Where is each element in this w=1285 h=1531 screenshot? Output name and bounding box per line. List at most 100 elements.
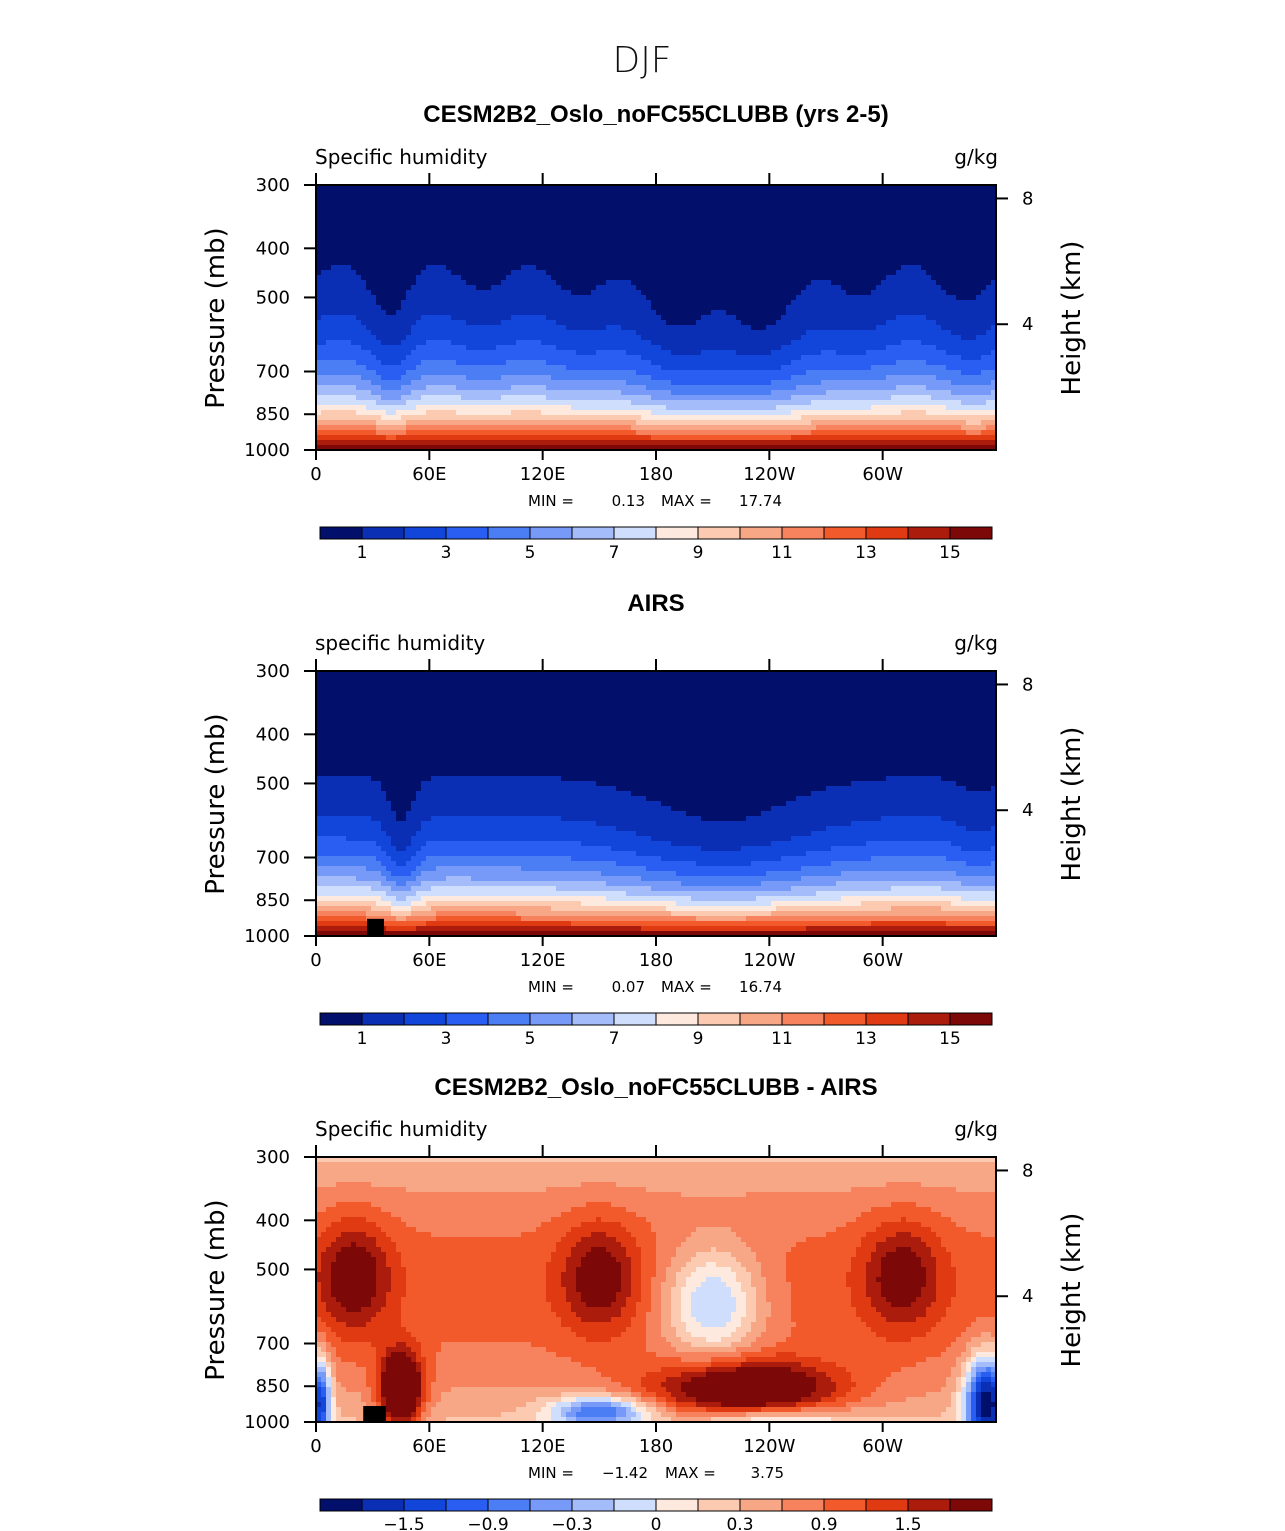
field-cell [696, 205, 702, 211]
field-cell [846, 200, 852, 206]
field-cell [986, 240, 992, 246]
field-cell [521, 190, 527, 196]
field-cell [906, 265, 912, 271]
field-cell [761, 215, 767, 221]
field-cell [766, 210, 772, 216]
field-cell [416, 260, 422, 266]
field-cell [336, 215, 342, 221]
field-cell [446, 265, 452, 271]
field-cell [481, 200, 487, 206]
field-cell [836, 250, 842, 256]
field-cell [956, 265, 962, 271]
field-cell [746, 245, 752, 251]
field-cell [381, 225, 387, 231]
field-cell [956, 210, 962, 216]
field-cell [911, 220, 917, 226]
field-cell [671, 190, 677, 196]
field-cell [901, 255, 907, 261]
field-cell [536, 245, 542, 251]
field-cell [531, 245, 537, 251]
field-cell [986, 245, 992, 251]
field-cell [601, 235, 607, 241]
field-cell [666, 235, 672, 241]
field-cell [536, 195, 542, 201]
field-cell [416, 265, 422, 271]
panel-model: CESM2B2_Oslo_noFC55CLUBB (yrs 2-5) Speci… [201, 101, 1087, 563]
field-cell [366, 260, 372, 266]
field-cell [776, 195, 782, 201]
field-cell [371, 195, 377, 201]
field-cell [511, 255, 517, 261]
field-cell [601, 195, 607, 201]
field-cell [701, 190, 707, 196]
field-cell [566, 210, 572, 216]
field-cell [421, 205, 427, 211]
field-cell [801, 260, 807, 266]
field-cell [481, 195, 487, 201]
field-cell [366, 210, 372, 216]
field-cell [676, 230, 682, 236]
field-cell [491, 245, 497, 251]
field-cell [681, 210, 687, 216]
field-cell [526, 215, 532, 221]
field-cell [541, 235, 547, 241]
field-cell [836, 210, 842, 216]
field-cell [351, 230, 357, 236]
field-cell [681, 230, 687, 236]
field-cell [476, 265, 482, 271]
field-cell [956, 215, 962, 221]
field-cell [731, 220, 737, 226]
field-cell [846, 215, 852, 221]
field-cell [586, 200, 592, 206]
field-cell [671, 205, 677, 211]
field-cell [496, 220, 502, 226]
field-cell [346, 225, 352, 231]
field-cell [466, 265, 472, 271]
field-cell [676, 255, 682, 261]
field-cell [591, 235, 597, 241]
field-cell [471, 225, 477, 231]
field-cell [801, 235, 807, 241]
field-cell [671, 235, 677, 241]
field-cell [366, 190, 372, 196]
field-cell [681, 260, 687, 266]
field-cell [911, 240, 917, 246]
field-cell [946, 225, 952, 231]
field-cell [361, 260, 367, 266]
field-cell [906, 230, 912, 236]
field-cell [481, 230, 487, 236]
field-cell [886, 220, 892, 226]
field-cell [421, 240, 427, 246]
field-cell [366, 195, 372, 201]
field-cell [751, 220, 757, 226]
field-cell [611, 235, 617, 241]
field-cell [601, 190, 607, 196]
field-cell [671, 240, 677, 246]
field-cell [886, 190, 892, 196]
field-cell [831, 240, 837, 246]
field-cell [486, 240, 492, 246]
field-cell [511, 220, 517, 226]
field-cell [426, 265, 432, 271]
field-cell [366, 270, 372, 276]
field-cell [726, 210, 732, 216]
field-cell [411, 235, 417, 241]
field-cell [716, 220, 722, 226]
field-cell [406, 205, 412, 211]
field-cell [451, 200, 457, 206]
field-cell [861, 230, 867, 236]
field-cell [816, 235, 822, 241]
field-cell [671, 255, 677, 261]
field-cell [321, 230, 327, 236]
field-cell [416, 255, 422, 261]
field-cell [691, 195, 697, 201]
field-cell [656, 200, 662, 206]
field-cell [481, 190, 487, 196]
field-cell [621, 230, 627, 236]
field-cell [431, 205, 437, 211]
field-cell [471, 265, 477, 271]
field-cell [941, 220, 947, 226]
field-cell [471, 255, 477, 261]
field-cell [581, 205, 587, 211]
field-cell [986, 215, 992, 221]
